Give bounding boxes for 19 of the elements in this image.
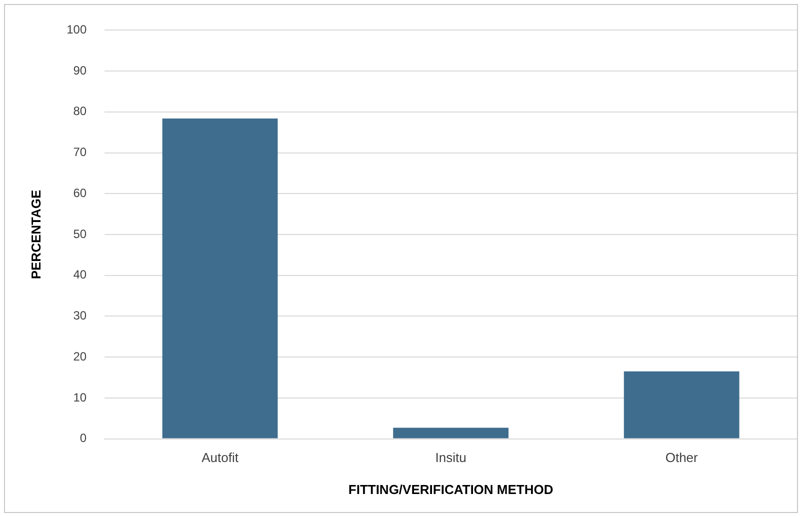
y-tick-label: 40 — [73, 268, 87, 282]
bar — [162, 118, 278, 438]
y-axis-title: PERCENTAGE — [28, 190, 44, 280]
y-tick-label: 10 — [73, 390, 87, 404]
x-tick-label: Insitu — [435, 450, 466, 466]
y-tick-label: 0 — [80, 431, 87, 446]
y-tick-label: 90 — [73, 63, 87, 78]
x-axis-title: FITTING/VERIFICATION METHOD — [348, 482, 554, 497]
y-tick-label: 60 — [73, 186, 87, 200]
y-tick-label: 80 — [73, 104, 87, 118]
y-tick-label: 100 — [66, 22, 87, 37]
y-tick-label: 50 — [73, 226, 87, 241]
bar — [393, 428, 509, 438]
y-tick-label: 20 — [73, 349, 87, 364]
y-tick-label: 70 — [73, 145, 87, 160]
y-tick-label: 30 — [73, 308, 87, 323]
x-tick-label: Autofit — [202, 450, 239, 466]
bar — [624, 371, 740, 438]
x-tick-label: Other — [665, 450, 699, 466]
